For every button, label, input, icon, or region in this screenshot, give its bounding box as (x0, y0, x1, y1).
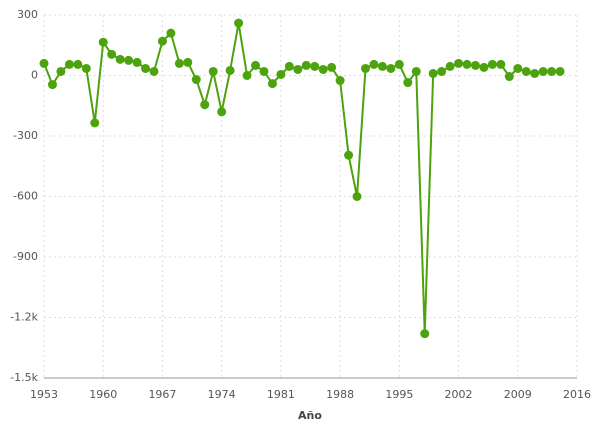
point (251, 60, 261, 70)
point (538, 66, 548, 76)
point (124, 55, 134, 65)
point (39, 58, 49, 68)
point (428, 68, 438, 78)
point (200, 100, 210, 110)
point (547, 66, 557, 76)
point (462, 59, 472, 69)
x-axis-title: Año (298, 409, 322, 422)
point (132, 57, 142, 67)
point (301, 60, 311, 70)
point (183, 57, 193, 67)
point (267, 79, 277, 89)
point (386, 63, 396, 73)
point (335, 76, 345, 86)
point (81, 63, 91, 73)
point (377, 61, 387, 71)
point (479, 62, 489, 72)
point (403, 78, 413, 88)
point (318, 64, 328, 74)
point (504, 72, 514, 82)
point (470, 60, 480, 70)
y-tick-label: -600 (13, 190, 38, 203)
point (411, 66, 421, 76)
point (530, 68, 540, 78)
y-tick-label: 0 (31, 69, 38, 82)
point (437, 66, 447, 76)
point (107, 49, 117, 59)
point (141, 63, 151, 73)
point (344, 150, 354, 160)
point (487, 59, 497, 69)
point (293, 64, 303, 74)
point (284, 61, 294, 71)
point (259, 66, 269, 76)
point (394, 59, 404, 69)
point (174, 58, 184, 68)
x-tick-label: 1967 (148, 388, 176, 401)
y-tick-label: -1.2k (10, 311, 38, 324)
point (115, 54, 125, 64)
point (420, 329, 430, 339)
point (521, 66, 531, 76)
point (98, 37, 108, 47)
point (310, 61, 320, 71)
x-tick-label: 1953 (30, 388, 58, 401)
point (64, 59, 74, 69)
point (352, 192, 362, 201)
y-tick-label: 300 (17, 8, 38, 21)
point (496, 59, 506, 69)
point (445, 61, 455, 71)
point (191, 75, 201, 85)
point (369, 59, 379, 69)
point (90, 118, 100, 128)
point (555, 66, 565, 76)
point (327, 62, 337, 72)
x-tick-label: 1995 (385, 388, 413, 401)
point (56, 66, 66, 76)
point (208, 66, 218, 76)
y-tick-label: -1.5k (10, 371, 38, 384)
x-tick-label: 2016 (563, 388, 591, 401)
x-tick-label: 1960 (89, 388, 117, 401)
point (242, 71, 252, 80)
point (276, 69, 286, 79)
point (166, 28, 176, 38)
point (73, 59, 83, 69)
y-tick-label: -300 (13, 129, 38, 142)
point (149, 66, 159, 76)
point (360, 63, 370, 73)
point (157, 36, 167, 46)
point (225, 65, 235, 75)
y-tick-label: -900 (13, 250, 38, 263)
point (454, 58, 464, 68)
x-tick-label: 1988 (326, 388, 354, 401)
x-tick-label: 1981 (267, 388, 295, 401)
point (513, 63, 523, 73)
x-tick-label: 2009 (504, 388, 532, 401)
point (217, 107, 227, 117)
x-tick-label: 2002 (445, 388, 473, 401)
point (47, 80, 57, 90)
point (234, 18, 244, 28)
x-tick-label: 1974 (208, 388, 236, 401)
